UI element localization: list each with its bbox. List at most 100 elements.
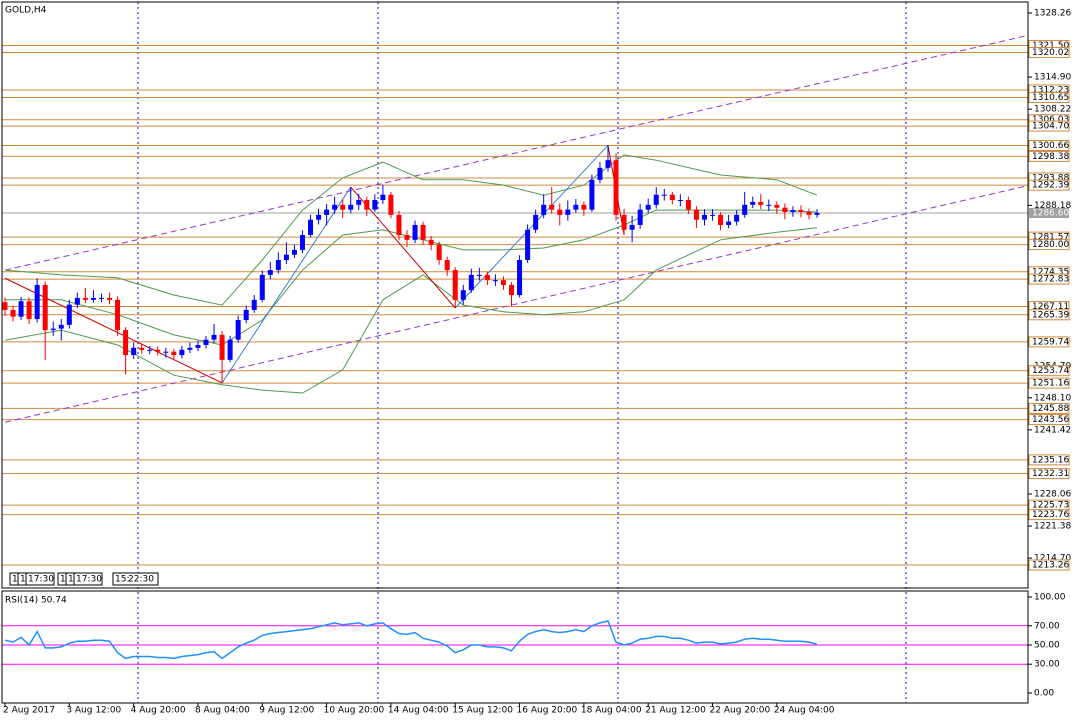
badge-box: [73, 572, 103, 586]
rsi-y-tick-label: 50.00: [1034, 640, 1060, 650]
candle-body: [187, 347, 193, 350]
candle-body: [243, 309, 249, 321]
candle-body: [235, 320, 241, 340]
candle-body: [701, 214, 707, 220]
candle-body: [396, 214, 402, 236]
level-label-box: [1028, 120, 1070, 132]
zigzag-segment: [4, 277, 223, 384]
candle-body: [476, 274, 482, 276]
level-label: 1235.16: [1032, 455, 1069, 465]
candle-body: [139, 347, 145, 350]
y-tick-label: 1228.06: [1034, 489, 1071, 499]
level-label: 1225.73: [1032, 501, 1069, 511]
candle-body: [565, 209, 571, 215]
main-frame: [1, 1, 1029, 589]
level-label: 1243.56: [1032, 415, 1069, 425]
level-label-box: [1028, 377, 1070, 389]
candle-body: [452, 270, 458, 300]
candle-body: [790, 210, 796, 213]
candle-body: [372, 200, 378, 210]
candle-body: [517, 260, 523, 296]
level-label-box: [1028, 309, 1070, 321]
candle-body: [324, 209, 330, 215]
band-upper: [4, 154, 818, 306]
candle-body: [734, 214, 740, 222]
candle-body: [34, 284, 40, 320]
candle-body: [710, 214, 716, 216]
level-label: 1304.70: [1032, 122, 1069, 132]
candle-body: [436, 244, 442, 261]
badge: 1: [60, 575, 66, 585]
candle-body: [203, 339, 209, 345]
candle-body: [645, 204, 651, 210]
level-label: 1312.23: [1032, 85, 1069, 95]
level-label-box: [1028, 468, 1070, 480]
x-tick-label: 3 Aug 12:00: [66, 706, 121, 716]
candle-body: [750, 201, 756, 205]
chart-title: GOLD,H4: [5, 6, 47, 16]
level-label: 1293.88: [1032, 174, 1069, 184]
y-tick-label: 1288.18: [1034, 201, 1071, 211]
y-tick-label: 1221.38: [1034, 522, 1071, 532]
last-price-box: [1029, 207, 1069, 218]
level-label: 1223.76: [1032, 510, 1069, 520]
candle-body: [251, 299, 257, 310]
rsi-frame: [1, 590, 1029, 704]
level-label: 1272.83: [1032, 275, 1069, 285]
candle-body: [573, 204, 579, 210]
candle-body: [798, 210, 804, 213]
level-label: 1259.74: [1032, 337, 1069, 347]
candle-body: [814, 212, 820, 215]
candle-body: [42, 284, 48, 331]
candle-body: [58, 324, 64, 329]
candle-body: [163, 351, 169, 353]
candle-body: [332, 204, 338, 210]
candle-body: [155, 349, 161, 352]
y-tick-label: 1241.42: [1034, 425, 1071, 435]
candle-body: [340, 204, 346, 210]
level-label: 1300.66: [1032, 141, 1069, 151]
candle-body: [219, 334, 225, 360]
candle-body: [179, 349, 185, 356]
candle-body: [774, 204, 780, 208]
badge: 15:: [115, 575, 129, 585]
candle-body: [107, 297, 113, 300]
candle-body: [50, 328, 56, 331]
candle-body: [308, 219, 314, 236]
candle-body: [726, 221, 732, 225]
axes: 1328.261314.901308.221288.181254.701248.…: [3, 8, 1071, 715]
rsi-y-tick-label: 100.00: [1034, 592, 1066, 602]
candle-body: [420, 224, 426, 240]
candle-body: [123, 330, 129, 356]
level-label-box: [1028, 139, 1070, 151]
candle-body: [509, 284, 515, 296]
candle-body: [605, 160, 611, 168]
level-label-box: [1028, 414, 1070, 426]
last-price-label: 1286.60: [1032, 208, 1069, 218]
x-tick-label: 2 Aug 2017: [3, 706, 55, 716]
candle-body: [758, 201, 764, 205]
badge: 1: [12, 575, 18, 585]
badges: 1 1 17:30 1 1 17:30 15: 22:30: [9, 572, 159, 586]
level-label-box: [1028, 365, 1070, 377]
badge-box: [112, 572, 159, 586]
level-label: 1267.11: [1032, 302, 1069, 312]
candle-body: [718, 214, 724, 225]
rsi-panel: [2, 620, 1028, 665]
badge-box: [25, 572, 55, 586]
level-label-box: [1028, 336, 1070, 348]
candle-body: [589, 179, 595, 210]
level-label: 1292.39: [1032, 181, 1069, 191]
band-lower: [4, 227, 818, 394]
badge: 1: [68, 575, 74, 585]
candle-body: [806, 212, 812, 215]
x-tick-label: 15 Aug 12:00: [452, 706, 513, 716]
candle-body: [195, 344, 201, 348]
candle-body: [259, 274, 265, 300]
candle-body: [356, 200, 362, 205]
level-label: 1274.35: [1032, 267, 1069, 277]
candle-body: [484, 274, 490, 281]
y-tick-label: 1328.26: [1034, 8, 1071, 18]
candle-body: [348, 204, 354, 210]
candle-body: [2, 302, 8, 310]
